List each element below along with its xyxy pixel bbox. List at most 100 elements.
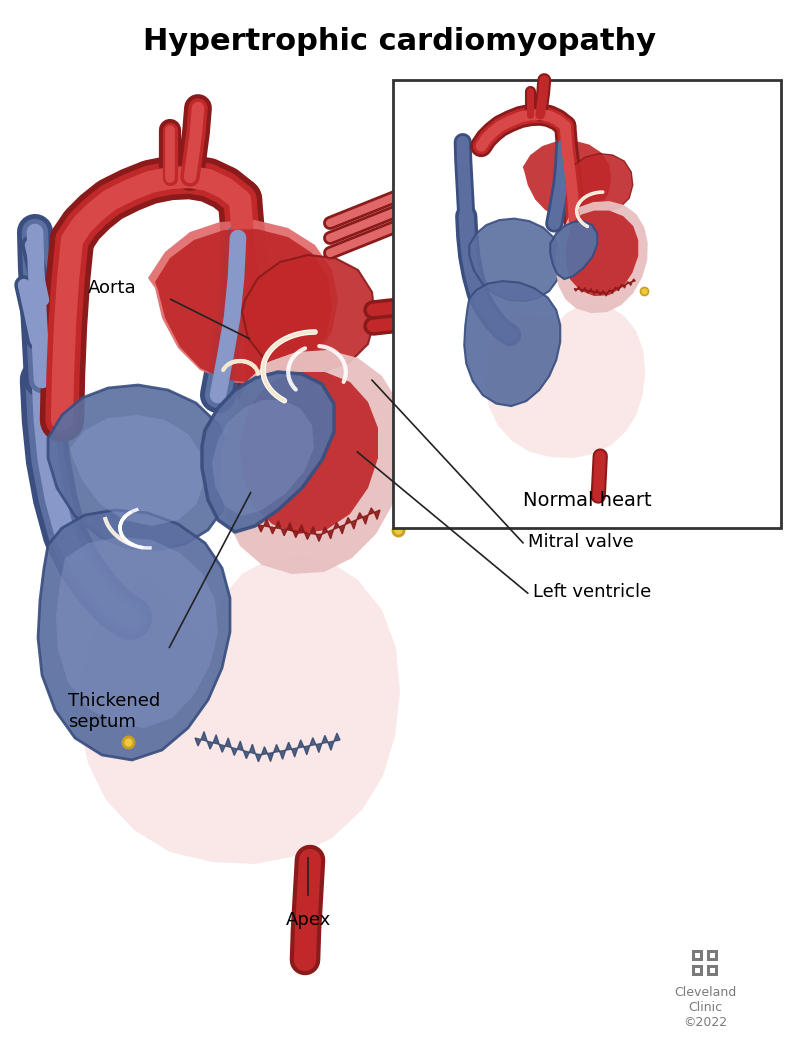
- Text: Hypertrophic cardiomyopathy: Hypertrophic cardiomyopathy: [143, 27, 657, 56]
- Polygon shape: [580, 289, 583, 292]
- Polygon shape: [550, 221, 598, 279]
- Polygon shape: [226, 738, 231, 748]
- Polygon shape: [620, 285, 623, 287]
- Polygon shape: [345, 518, 351, 524]
- Polygon shape: [207, 741, 213, 750]
- Text: Left ventricle: Left ventricle: [533, 583, 651, 601]
- Polygon shape: [334, 733, 340, 741]
- Polygon shape: [322, 735, 328, 743]
- Polygon shape: [219, 744, 226, 753]
- Polygon shape: [566, 211, 638, 296]
- Text: Aorta: Aorta: [88, 279, 137, 296]
- Polygon shape: [608, 290, 611, 292]
- Text: Mitral valve: Mitral valve: [528, 533, 634, 551]
- Polygon shape: [578, 286, 580, 289]
- Polygon shape: [629, 282, 632, 285]
- Polygon shape: [220, 350, 405, 574]
- Polygon shape: [270, 527, 275, 533]
- Polygon shape: [362, 515, 368, 524]
- Polygon shape: [316, 743, 322, 753]
- Polygon shape: [238, 741, 243, 751]
- Polygon shape: [275, 521, 282, 528]
- Polygon shape: [593, 291, 595, 294]
- Bar: [710, 953, 715, 958]
- Polygon shape: [611, 290, 614, 293]
- Polygon shape: [351, 520, 357, 529]
- Polygon shape: [231, 748, 238, 756]
- Polygon shape: [70, 416, 205, 526]
- Polygon shape: [79, 555, 400, 864]
- Polygon shape: [555, 201, 648, 313]
- Polygon shape: [292, 748, 298, 757]
- Polygon shape: [262, 746, 267, 755]
- Polygon shape: [583, 287, 586, 290]
- Polygon shape: [322, 527, 328, 535]
- Polygon shape: [255, 754, 262, 762]
- Polygon shape: [574, 288, 578, 291]
- Polygon shape: [605, 292, 608, 296]
- Polygon shape: [566, 153, 633, 212]
- Polygon shape: [267, 753, 274, 761]
- Polygon shape: [304, 745, 310, 755]
- Polygon shape: [632, 279, 635, 282]
- Bar: [707, 965, 718, 976]
- Polygon shape: [328, 529, 334, 539]
- Polygon shape: [485, 304, 646, 458]
- Polygon shape: [287, 523, 293, 530]
- Polygon shape: [213, 735, 219, 744]
- Polygon shape: [305, 532, 310, 540]
- Polygon shape: [202, 372, 334, 532]
- Polygon shape: [274, 744, 279, 753]
- Text: Cleveland
Clinic
©2022: Cleveland Clinic ©2022: [674, 986, 736, 1029]
- Polygon shape: [339, 524, 345, 533]
- Bar: [692, 965, 703, 976]
- Polygon shape: [328, 741, 334, 751]
- Polygon shape: [464, 281, 560, 406]
- Polygon shape: [334, 522, 339, 529]
- Bar: [695, 953, 700, 958]
- Polygon shape: [195, 738, 201, 746]
- Polygon shape: [293, 530, 298, 538]
- Polygon shape: [48, 385, 232, 550]
- Polygon shape: [617, 287, 620, 291]
- Polygon shape: [148, 220, 338, 385]
- Bar: [692, 950, 703, 960]
- Polygon shape: [212, 400, 314, 516]
- Polygon shape: [242, 255, 375, 372]
- Polygon shape: [368, 507, 374, 515]
- Polygon shape: [586, 290, 590, 293]
- Text: Thickened
septum: Thickened septum: [68, 692, 160, 731]
- Polygon shape: [614, 287, 617, 290]
- Text: Apex: Apex: [286, 911, 330, 929]
- Polygon shape: [590, 288, 593, 291]
- Bar: [393, 80, 781, 528]
- Bar: [695, 968, 700, 973]
- Polygon shape: [595, 289, 598, 292]
- Polygon shape: [282, 528, 287, 536]
- Polygon shape: [374, 511, 380, 520]
- Bar: [710, 968, 715, 973]
- Polygon shape: [279, 751, 286, 759]
- Polygon shape: [602, 290, 605, 293]
- Text: Normal heart: Normal heart: [522, 491, 651, 509]
- Polygon shape: [240, 372, 378, 533]
- Polygon shape: [264, 519, 270, 527]
- Polygon shape: [243, 751, 250, 759]
- Polygon shape: [470, 218, 562, 301]
- Polygon shape: [56, 537, 218, 728]
- Polygon shape: [522, 141, 611, 217]
- Bar: [707, 950, 718, 960]
- Polygon shape: [286, 742, 292, 751]
- Polygon shape: [298, 740, 304, 748]
- Polygon shape: [357, 513, 362, 520]
- Polygon shape: [623, 284, 626, 288]
- Polygon shape: [598, 292, 602, 295]
- Polygon shape: [38, 511, 230, 760]
- Polygon shape: [316, 535, 322, 542]
- Polygon shape: [310, 526, 316, 535]
- Polygon shape: [201, 732, 207, 741]
- Polygon shape: [298, 524, 305, 532]
- Polygon shape: [250, 744, 255, 754]
- Polygon shape: [155, 229, 332, 383]
- Polygon shape: [258, 525, 264, 532]
